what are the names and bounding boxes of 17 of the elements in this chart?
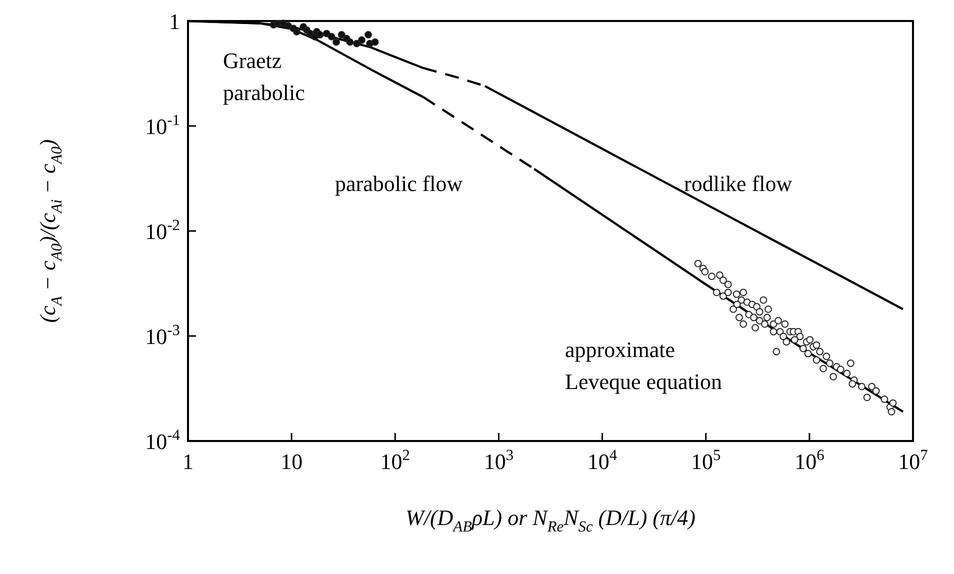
y-tick-label: 10$^{-3}$ [145, 322, 180, 349]
x-tick-label: 10$^{5}$ [691, 447, 722, 474]
y-tick-label: 10$^{-4}$ [145, 427, 180, 454]
x-tick-label: 10$^{6}$ [794, 447, 825, 474]
annotation: Graetz parabolic [223, 48, 306, 105]
y-tick-label: 1 [169, 9, 180, 34]
y-tick-label: 10$^{-2}$ [145, 217, 180, 244]
x-tick-label: 10$^{4}$ [587, 447, 618, 474]
x-tick-label: 10$^{2}$ [380, 447, 410, 474]
y-tick-label: 10$^{-1}$ [145, 112, 180, 139]
x-tick-label: 10 [280, 449, 303, 474]
annotation: parabolic flow [335, 171, 463, 196]
x-tick-label: 10$^{3}$ [484, 447, 514, 474]
annotation: approximate Leveque equation [565, 337, 722, 394]
x-tick-label: 10$^{7}$ [898, 447, 928, 474]
x-axis-title: W/(D$_{AB}$ρL) or N$_{Re}$N$_{Sc}$ (D/L) (π/4) [406, 505, 696, 536]
annotation: rodlike flow [684, 171, 792, 196]
